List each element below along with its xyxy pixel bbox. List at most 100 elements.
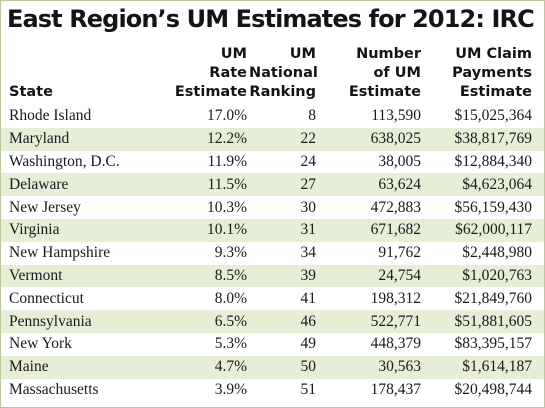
cell-rate: 11.5%: [146, 173, 249, 197]
cell-rank: 22: [249, 127, 318, 151]
cell-state: Virginia: [1, 218, 146, 242]
cell-state: New York: [1, 332, 146, 356]
cell-state: Delaware: [1, 173, 146, 197]
header-rank-line: UM: [289, 46, 316, 62]
cell-rate: 6.5%: [146, 310, 249, 333]
cell-payments: $4,623,064: [424, 173, 544, 197]
cell-rate: 10.3%: [146, 196, 249, 219]
cell-number: 472,883: [318, 196, 424, 219]
cell-state: New Hampshire: [1, 241, 146, 265]
cell-state: Rhode Island: [1, 105, 146, 128]
cell-rank: 51: [249, 378, 318, 402]
cell-rank: 50: [249, 355, 318, 379]
table-row: Virginia 10.1% 31 671,682 $62,000,117: [1, 218, 544, 242]
header-payments-line: Payments: [452, 65, 532, 81]
cell-rate: 11.9%: [146, 150, 249, 174]
cell-rank: 49: [249, 332, 318, 356]
cell-payments: $21,849,760: [424, 287, 544, 311]
header-rank: UM National Ranking: [249, 39, 318, 105]
cell-rate: 17.0%: [146, 105, 249, 128]
cell-number: 198,312: [318, 287, 424, 311]
table-row: New Hampshire 9.3% 34 91,762 $2,448,980: [1, 241, 544, 265]
header-row: State UM Rate Estimate UM National Ranki…: [1, 39, 544, 105]
cell-rate: 3.9%: [146, 378, 249, 402]
table-row: Vermont 8.5% 39 24,754 $1,020,763: [1, 264, 544, 288]
cell-state: Maryland: [1, 127, 146, 151]
cell-number: 30,563: [318, 355, 424, 379]
header-number-line: Estimate: [348, 84, 421, 100]
header-rate-line: UM: [220, 46, 247, 62]
cell-state: Vermont: [1, 264, 146, 288]
cell-rank: 31: [249, 218, 318, 242]
header-rate-line: Estimate: [174, 84, 247, 100]
cell-rank: 8: [249, 105, 318, 128]
cell-payments: $20,498,744: [424, 378, 544, 402]
cell-number: 63,624: [318, 173, 424, 197]
table-row: Massachusetts 3.9% 51 178,437 $20,498,74…: [1, 378, 544, 402]
cell-payments: $56,159,430: [424, 196, 544, 219]
header-number-line: of UM: [373, 65, 421, 81]
cell-rate: 12.2%: [146, 127, 249, 151]
cell-rate: 10.1%: [146, 218, 249, 242]
table-row: Rhode Island 17.0% 8 113,590 $15,025,364: [1, 105, 544, 128]
header-rate-line: Rate: [209, 65, 247, 81]
cell-number: 671,682: [318, 218, 424, 242]
cell-number: 178,437: [318, 378, 424, 402]
cell-rate: 8.0%: [146, 287, 249, 311]
cell-rank: 27: [249, 173, 318, 197]
header-rate: UM Rate Estimate: [146, 39, 249, 105]
cell-rate: 8.5%: [146, 264, 249, 288]
header-rank-line: National: [249, 65, 318, 81]
cell-number: 91,762: [318, 241, 424, 265]
cell-rate: 9.3%: [146, 241, 249, 265]
cell-rank: 30: [249, 196, 318, 219]
header-number-line: Number: [356, 46, 421, 62]
header-payments-line: Estimate: [459, 84, 532, 100]
cell-state: Massachusetts: [1, 378, 146, 402]
cell-state: New Jersey: [1, 196, 146, 219]
cell-payments: $12,884,340: [424, 150, 544, 174]
cell-number: 522,771: [318, 310, 424, 333]
cell-payments: $1,020,763: [424, 264, 544, 288]
cell-rank: 24: [249, 150, 318, 174]
header-number: Number of UM Estimate: [318, 39, 424, 105]
table-row: Pennsylvania 6.5% 46 522,771 $51,881,605: [1, 310, 544, 333]
table-row: New York 5.3% 49 448,379 $83,395,157: [1, 332, 544, 356]
table-row: Delaware 11.5% 27 63,624 $4,623,064: [1, 173, 544, 197]
table-row: Maine 4.7% 50 30,563 $1,614,187: [1, 355, 544, 379]
cell-rate: 5.3%: [146, 332, 249, 356]
cell-payments: $62,000,117: [424, 218, 544, 242]
cell-number: 638,025: [318, 127, 424, 151]
cell-state: Washington, D.C.: [1, 150, 146, 174]
table-title: East Region’s UM Estimates for 2012: IRC: [7, 5, 535, 33]
cell-rate: 4.7%: [146, 355, 249, 379]
table-row: New Jersey 10.3% 30 472,883 $56,159,430: [1, 196, 544, 219]
cell-rank: 46: [249, 310, 318, 333]
cell-state: Pennsylvania: [1, 310, 146, 333]
cell-number: 448,379: [318, 332, 424, 356]
cell-rank: 41: [249, 287, 318, 311]
header-payments: UM Claim Payments Estimate: [424, 39, 544, 105]
cell-payments: $2,448,980: [424, 241, 544, 265]
table-row: Maryland 12.2% 22 638,025 $38,817,769: [1, 127, 544, 151]
cell-state: Maine: [1, 355, 146, 379]
cell-payments: $1,614,187: [424, 355, 544, 379]
table-row: Connecticut 8.0% 41 198,312 $21,849,760: [1, 287, 544, 311]
cell-payments: $51,881,605: [424, 310, 544, 333]
cell-rank: 39: [249, 264, 318, 288]
cell-rank: 34: [249, 241, 318, 265]
cell-payments: $15,025,364: [424, 105, 544, 128]
header-payments-line: UM Claim: [455, 46, 532, 62]
cell-number: 24,754: [318, 264, 424, 288]
cell-payments: $38,817,769: [424, 127, 544, 151]
um-estimates-table: State UM Rate Estimate UM National Ranki…: [1, 39, 544, 402]
cell-state: Connecticut: [1, 287, 146, 311]
cell-number: 113,590: [318, 105, 424, 128]
table-row: Washington, D.C. 11.9% 24 38,005 $12,884…: [1, 150, 544, 174]
cell-number: 38,005: [318, 150, 424, 174]
header-state: State: [1, 39, 146, 105]
header-rank-line: Ranking: [249, 84, 316, 100]
header-state-line: State: [9, 84, 53, 100]
cell-payments: $83,395,157: [424, 332, 544, 356]
